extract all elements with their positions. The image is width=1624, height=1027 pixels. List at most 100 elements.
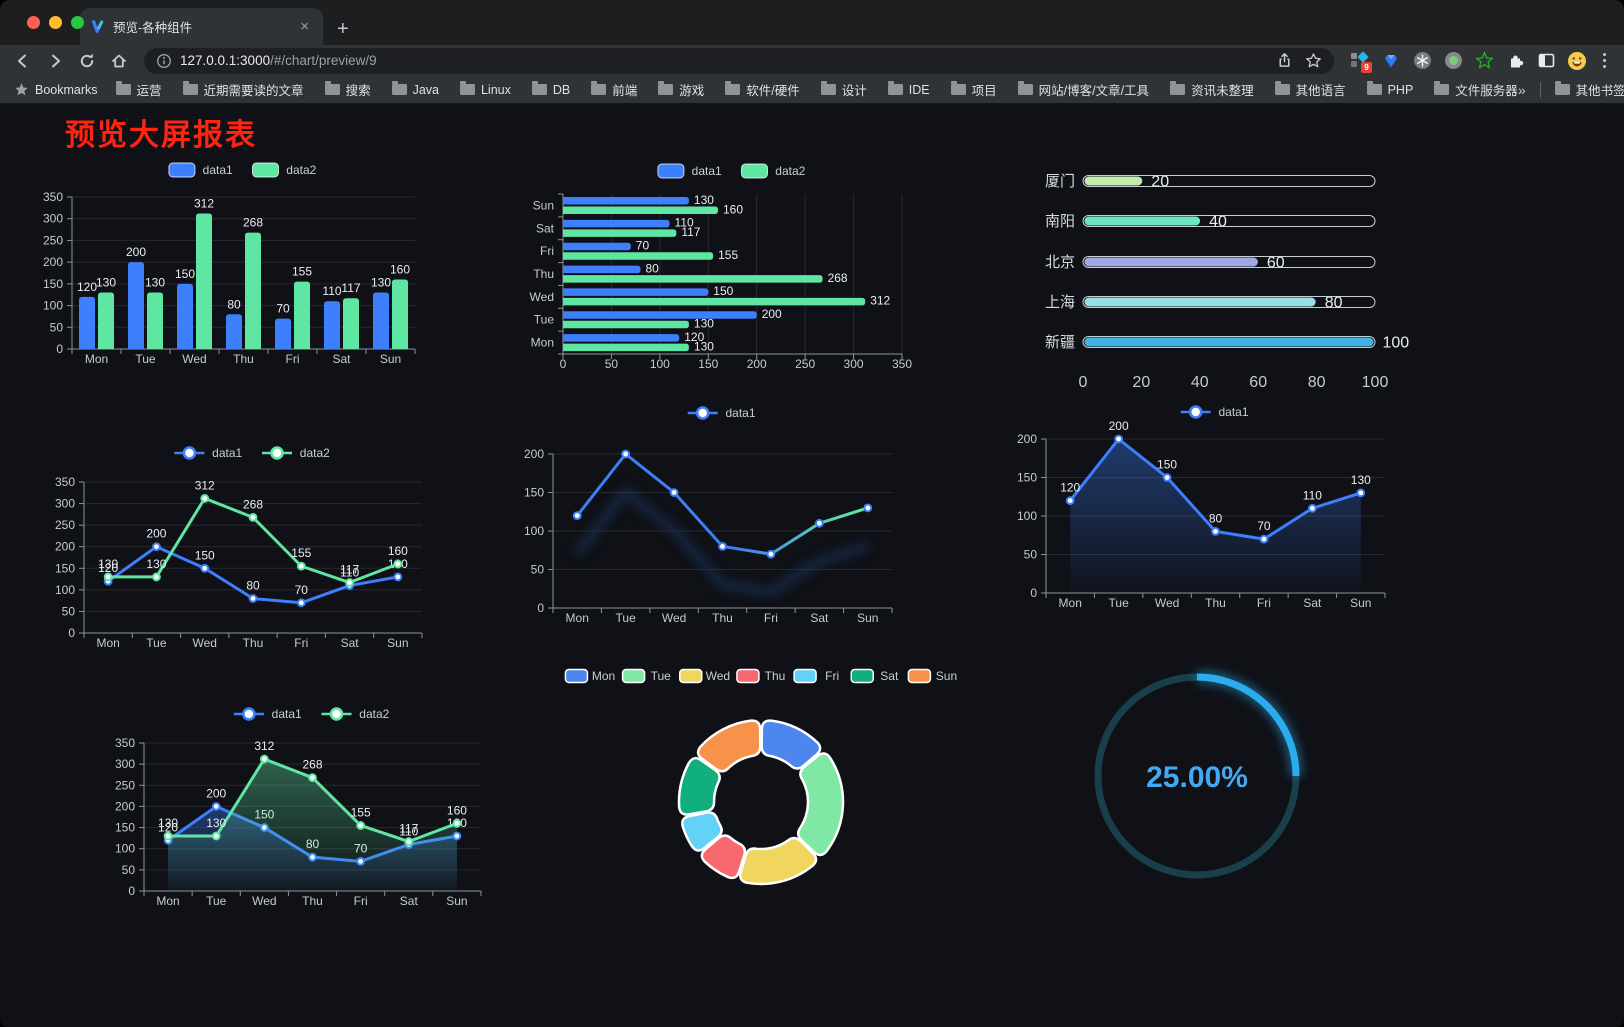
svg-text:350: 350 [43,190,63,204]
bookmark-folder-label: 网站/博客/文章/工具 [1038,84,1150,98]
bookmarks-overflow-button[interactable]: » [1517,81,1526,98]
url-bar[interactable]: 127.0.0.1:3000/#/chart/preview/9 [144,47,1334,74]
menu-icon[interactable] [1603,59,1606,62]
minimize-window-button[interactable] [49,16,62,29]
svg-text:50: 50 [50,320,64,334]
svg-text:Wed: Wed [662,611,686,625]
back-button[interactable] [10,48,36,74]
bookmark-folder[interactable]: 项目 [950,80,997,99]
svg-text:160: 160 [447,803,467,817]
progress-bar-chart[interactable]: 厦门 20 南阳 40 北京 60 上海 80 新疆 100 0 20 40 60 80 100 [1000,159,1420,414]
extensions-puzzle-icon[interactable] [1505,51,1525,71]
close-window-button[interactable] [27,16,40,29]
bookmark-folder[interactable]: PHP [1366,81,1413,97]
svg-text:200: 200 [146,527,166,541]
folder-icon [950,81,966,95]
home-icon [112,54,126,67]
folder-icon [459,81,475,95]
svg-text:Sun: Sun [936,669,957,683]
svg-text:Wed: Wed [1155,596,1179,610]
tab-close-button[interactable]: × [300,18,309,35]
gauge-chart[interactable]: 25.00% [1080,664,1320,904]
extension-gem-icon[interactable] [1381,51,1401,71]
svg-text:data1: data1 [212,446,242,460]
svg-text:130: 130 [146,557,166,571]
forward-button[interactable] [42,48,68,74]
sidebar-panel-icon[interactable] [1536,51,1556,71]
folder-icon [1274,81,1290,95]
svg-text:100: 100 [524,524,544,538]
folder-icon [658,81,674,95]
new-tab-button[interactable]: + [337,18,349,40]
svg-text:Mon: Mon [85,352,108,366]
bookmark-folder-label: 其他语言 [1295,84,1346,98]
bookmark-star-icon[interactable] [1305,52,1322,69]
bookmark-folder[interactable]: 游戏 [658,80,704,99]
extension-snowflake-icon[interactable] [1412,51,1432,71]
svg-text:40: 40 [1209,214,1227,231]
svg-text:data1: data1 [692,164,722,178]
zoom-window-button[interactable] [71,16,84,29]
svg-text:130: 130 [694,339,714,353]
bookmark-folder[interactable]: 搜索 [324,80,371,99]
bookmarks-app[interactable]: Bookmarks [14,82,98,97]
bookmark-folder[interactable]: 网站/博客/文章/工具 [1017,80,1150,99]
other-bookmarks[interactable]: 其他书签 [1554,80,1624,99]
svg-text:130: 130 [371,276,391,290]
url-path: /#/chart/preview/9 [270,53,377,68]
bookmark-folder[interactable]: 运营 [115,80,162,99]
gradient-line-chart[interactable]: data1 0 50 100 150 200 Mon Tue Wed Thu Fri Sat Sun [495,396,910,641]
svg-text:Tue: Tue [135,352,156,366]
multi-line-chart[interactable]: data1 data2 0 50 100 150 200 250 300 350 Mon Tue Wed… [45,431,475,666]
bookmark-folder[interactable]: 近期需要读的文章 [182,80,304,99]
bookmark-folder[interactable]: Java [391,81,439,97]
browser-tab[interactable]: 预览-各种组件 × [80,8,323,45]
bookmark-folder[interactable]: 资讯未整理 [1170,80,1254,99]
extension-green-dot-icon[interactable] [1443,51,1463,71]
reload-button[interactable] [74,48,100,74]
area-line-chart[interactable]: data1 0 50 100 150 200 Mon Tue Wed Thu Fri Sat Sun 12… [990,386,1400,631]
extension-green-star-icon[interactable] [1474,51,1494,71]
svg-text:268: 268 [243,497,263,511]
browser-toolbar: 127.0.0.1:3000/#/chart/preview/9 9 [0,45,1624,76]
bookmark-folder[interactable]: 软件/硬件 [725,80,800,99]
svg-text:200: 200 [115,799,135,813]
svg-text:Sat: Sat [810,611,829,625]
svg-text:150: 150 [175,267,195,281]
svg-text:Sat: Sat [880,669,899,683]
svg-text:Mon: Mon [566,611,589,625]
svg-text:350: 350 [55,475,75,489]
bookmark-folder[interactable]: 前端 [591,80,637,99]
site-info-icon[interactable] [156,53,172,69]
svg-text:250: 250 [43,233,63,247]
donut-pie-chart[interactable]: Mon Tue Wed Thu Fri Sat Sun [545,628,975,928]
svg-text:312: 312 [195,478,215,492]
svg-text:100: 100 [650,357,670,371]
url-host: 127.0.0.1:3000 [180,53,271,68]
bookmark-folder-label: DB [552,82,571,97]
emoji-extension-icon[interactable] [1567,51,1587,71]
svg-text:Thu: Thu [302,894,323,908]
svg-text:Tue: Tue [651,669,672,683]
svg-text:200: 200 [524,447,544,461]
svg-text:0: 0 [56,342,63,356]
bookmark-folder[interactable]: 其他语言 [1274,80,1346,99]
horizontal-bar-chart[interactable]: data1 data2 0 50 100 150 200 250 300 350 Mon 120 130… [500,148,930,383]
extension-pixel-grid-icon[interactable]: 9 [1350,50,1372,73]
bookmark-folder[interactable]: 设计 [820,80,867,99]
bookmark-folder[interactable]: DB [531,81,571,97]
share-icon[interactable] [1276,52,1293,69]
svg-text:40: 40 [1191,374,1209,391]
folder-icon [820,81,836,95]
multi-area-line-chart[interactable]: data1 data2 0 50 100 150 200 250 300 350 Mon Tue Wed… [100,696,530,926]
bookmark-folder[interactable]: 文件服务器 [1434,80,1518,99]
bookmark-folder-label: 设计 [841,84,867,98]
grouped-bar-chart[interactable]: data1 data2 0 50 100 150 200 250 300 350 Mon Tue Wed… [40,148,470,383]
home-button[interactable] [106,48,132,74]
svg-text:150: 150 [1017,471,1037,485]
bookmark-folder[interactable]: IDE [887,81,930,97]
bookmark-folder-label: Java [412,82,439,97]
bookmark-folder[interactable]: Linux [459,81,511,97]
svg-text:312: 312 [870,294,890,308]
